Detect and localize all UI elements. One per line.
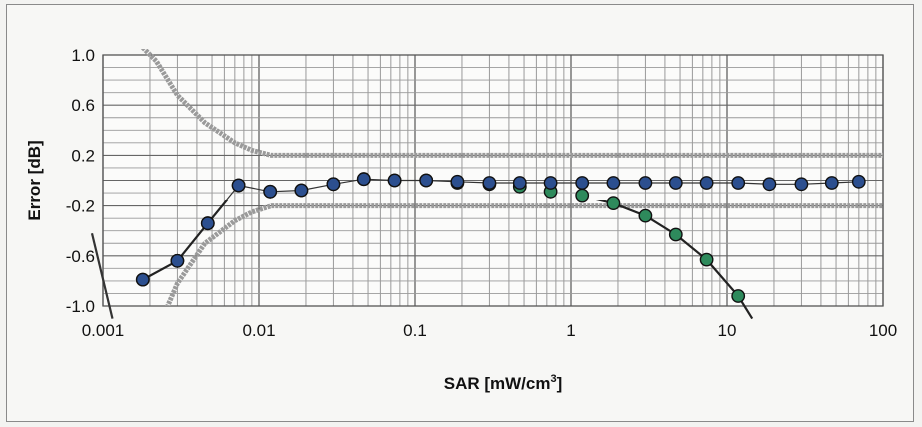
series-line bbox=[90, 232, 114, 319]
y-tick-label: 1.0 bbox=[71, 46, 95, 65]
data-point bbox=[731, 176, 746, 190]
data-point bbox=[170, 253, 185, 268]
data-point bbox=[419, 173, 434, 188]
data-point bbox=[326, 177, 341, 192]
data-point bbox=[638, 176, 653, 190]
x-tick-label: 0.01 bbox=[242, 321, 275, 340]
y-tick-label: -0.2 bbox=[66, 197, 95, 216]
x-axis-title: SAR [mW/cm3] bbox=[444, 373, 563, 393]
tolerance-band-line bbox=[164, 203, 883, 306]
data-point bbox=[294, 183, 309, 198]
y-tick-label: 0.6 bbox=[71, 96, 95, 115]
data-point bbox=[135, 272, 150, 287]
data-point bbox=[851, 174, 866, 189]
x-tick-label: 0.1 bbox=[403, 321, 427, 340]
data-point bbox=[668, 227, 683, 242]
x-axis-title-end: ] bbox=[557, 374, 563, 393]
data-point bbox=[699, 252, 714, 267]
data-point bbox=[482, 176, 497, 190]
data-point bbox=[638, 208, 653, 223]
tick-labels: 0.001 0.01 0.1 1 10 100 1.0 0.6 0.2 -0.2 -0.6 -1.0 bbox=[66, 46, 897, 340]
data-point bbox=[824, 176, 839, 190]
x-axis-title-superscript: 3 bbox=[550, 373, 556, 385]
data-point bbox=[606, 196, 621, 211]
data-point bbox=[762, 177, 777, 192]
y-tick-label: 0.2 bbox=[71, 146, 95, 165]
series-line bbox=[142, 200, 754, 320]
tolerance-band-line bbox=[141, 49, 883, 158]
data-point bbox=[794, 177, 809, 192]
data-point bbox=[543, 176, 558, 190]
x-tick-label: 100 bbox=[869, 321, 897, 340]
tolerance-bands bbox=[141, 49, 883, 306]
x-tick-label: 0.001 bbox=[82, 321, 125, 340]
data-point bbox=[606, 176, 621, 190]
data-point bbox=[575, 176, 590, 190]
x-axis-title-text: SAR [mW/cm bbox=[444, 374, 551, 393]
x-tick-label: 10 bbox=[718, 321, 737, 340]
plot-border bbox=[102, 54, 884, 307]
data-point bbox=[699, 176, 714, 190]
major-gridlines bbox=[102, 54, 884, 307]
data-point bbox=[450, 174, 465, 189]
data-point bbox=[575, 188, 590, 203]
y-tick-label: -0.6 bbox=[66, 247, 95, 266]
data-point bbox=[263, 184, 278, 199]
y-axis-title: Error [dB] bbox=[25, 140, 44, 220]
data-point bbox=[512, 176, 527, 190]
data-point bbox=[200, 216, 215, 231]
series-markers bbox=[135, 172, 866, 303]
data-point bbox=[668, 176, 683, 190]
data-point bbox=[731, 289, 746, 303]
data-point bbox=[356, 172, 371, 187]
y-tick-label: -1.0 bbox=[66, 297, 95, 316]
data-point bbox=[231, 178, 246, 193]
x-tick-label: 1 bbox=[566, 321, 575, 340]
data-point bbox=[387, 173, 402, 188]
